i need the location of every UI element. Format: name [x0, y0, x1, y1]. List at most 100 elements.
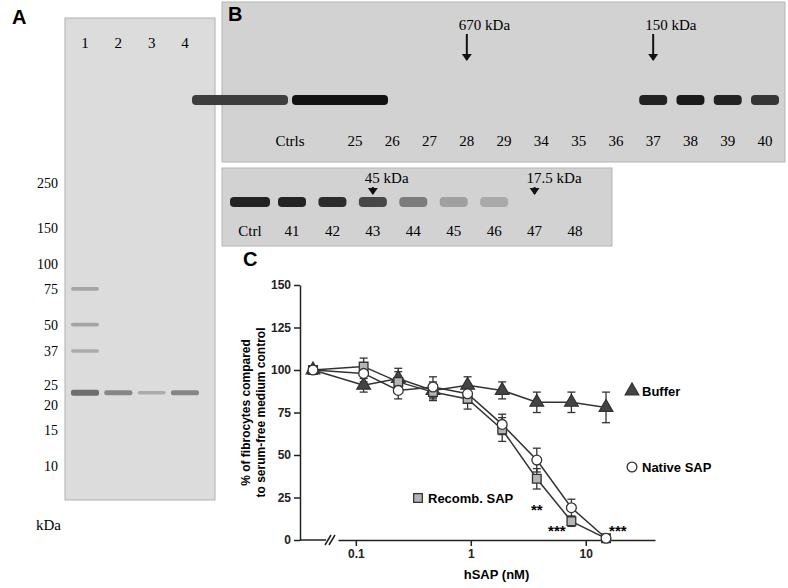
marker-label: 50	[44, 318, 58, 333]
legend-entry: Recomb. SAP	[414, 491, 514, 506]
error-bar	[464, 389, 472, 409]
error-bar-cap	[533, 488, 541, 489]
blot-band	[399, 197, 427, 207]
plot-area	[306, 358, 613, 543]
gel-band	[71, 323, 99, 327]
blot-band	[714, 95, 742, 105]
data-point	[567, 517, 576, 526]
error-bar-cap	[498, 398, 506, 399]
x-tick: 0.1	[348, 540, 365, 561]
tick-mark	[294, 327, 300, 329]
panel-b: Ctrls252627282934353637383940670 kDa150 …	[192, 2, 785, 246]
y-tick: 125	[271, 321, 300, 335]
y-tick: 100	[271, 363, 300, 377]
arrow-head	[648, 54, 658, 61]
panel-label: B	[228, 3, 242, 25]
error-bar-cap	[498, 441, 506, 442]
blot-band	[751, 95, 779, 105]
gel-band	[71, 287, 99, 291]
gel-band	[71, 390, 99, 396]
blot-band	[278, 197, 306, 207]
y-tick: 50	[278, 448, 300, 462]
control-connector	[313, 370, 364, 385]
blot-band	[639, 95, 667, 105]
error-bar-cap	[602, 422, 610, 423]
lane-label: 43	[365, 223, 380, 239]
y-axis-title: % of fibrocytes compared	[239, 339, 253, 486]
error-bar	[498, 414, 506, 434]
error-bar	[429, 377, 437, 397]
lane-label: 38	[683, 133, 698, 149]
arrow-head	[368, 188, 378, 195]
lane-label: 4	[181, 35, 189, 51]
error-bar-cap	[360, 357, 368, 358]
blot-band	[440, 197, 468, 207]
panel-label: A	[12, 6, 26, 28]
y-tick: 0	[284, 533, 300, 547]
marker-label: 150	[37, 221, 58, 236]
x-tick: 1	[468, 540, 475, 561]
blot-band	[192, 95, 288, 105]
blot-background	[222, 2, 785, 162]
error-bar-cap	[429, 376, 437, 377]
tick-mark	[294, 285, 300, 287]
marker-label: 250	[37, 176, 58, 191]
error-bar-cap	[567, 412, 575, 413]
data-point	[530, 394, 544, 406]
tick-mark	[294, 497, 300, 499]
axis-segment	[300, 539, 326, 541]
legend-symbol	[414, 494, 423, 503]
tick-mark	[471, 540, 473, 546]
tick-label: 75	[278, 406, 292, 420]
error-bar-cap	[464, 408, 472, 409]
legend-label: Buffer	[642, 384, 680, 399]
series-line	[364, 367, 606, 539]
annotation: **	[531, 501, 543, 518]
figure: A25015010075503725201510kDa1234Ctrls2526…	[0, 0, 788, 588]
error-bar-cap	[533, 471, 541, 472]
error-bar-cap	[360, 391, 368, 392]
error-bar-cap	[567, 391, 575, 392]
x-axis-title: hSAP (nM)	[464, 567, 529, 582]
control-connector	[313, 370, 364, 373]
axis-break	[329, 535, 335, 545]
lane-label: 25	[348, 133, 363, 149]
marker-label: 37	[44, 344, 58, 359]
data-point	[357, 377, 371, 389]
lane-label: 48	[568, 223, 583, 239]
tick-label: 25	[278, 491, 292, 505]
error-bar-cap	[394, 368, 402, 369]
lane-label: 39	[720, 133, 735, 149]
tick-mark	[586, 540, 588, 546]
marker-label: 20	[44, 398, 58, 413]
data-point	[532, 474, 541, 483]
data-point	[567, 503, 577, 513]
data-point	[599, 400, 613, 412]
tick-mark	[294, 370, 300, 372]
arrow-label: 670 kDa	[459, 17, 511, 33]
arrow-head	[462, 54, 472, 61]
marker-label: 75	[44, 282, 58, 297]
tick-label: 150	[271, 278, 291, 292]
y-axis-title: to serum-free medium control	[254, 327, 268, 497]
lane-label: Ctrl	[238, 223, 261, 239]
data-point	[359, 369, 369, 379]
blot-background	[222, 168, 612, 246]
tick-label: 1	[468, 547, 475, 561]
blot-band	[676, 95, 704, 105]
gel-band	[71, 349, 99, 353]
lane-label: 40	[758, 133, 773, 149]
tick-label: 0	[284, 533, 291, 547]
lane-label: 44	[406, 223, 422, 239]
x-tick: 10	[580, 540, 594, 561]
error-bar	[533, 469, 541, 489]
lane-label: 35	[571, 133, 586, 149]
tick-mark	[294, 455, 300, 457]
blot-band	[292, 95, 388, 105]
lane-label: 47	[527, 223, 543, 239]
y-tick: 75	[278, 406, 300, 420]
lane-label: 34	[534, 133, 550, 149]
control-point	[306, 362, 320, 374]
error-bar	[567, 499, 575, 516]
gel-background	[65, 18, 215, 500]
